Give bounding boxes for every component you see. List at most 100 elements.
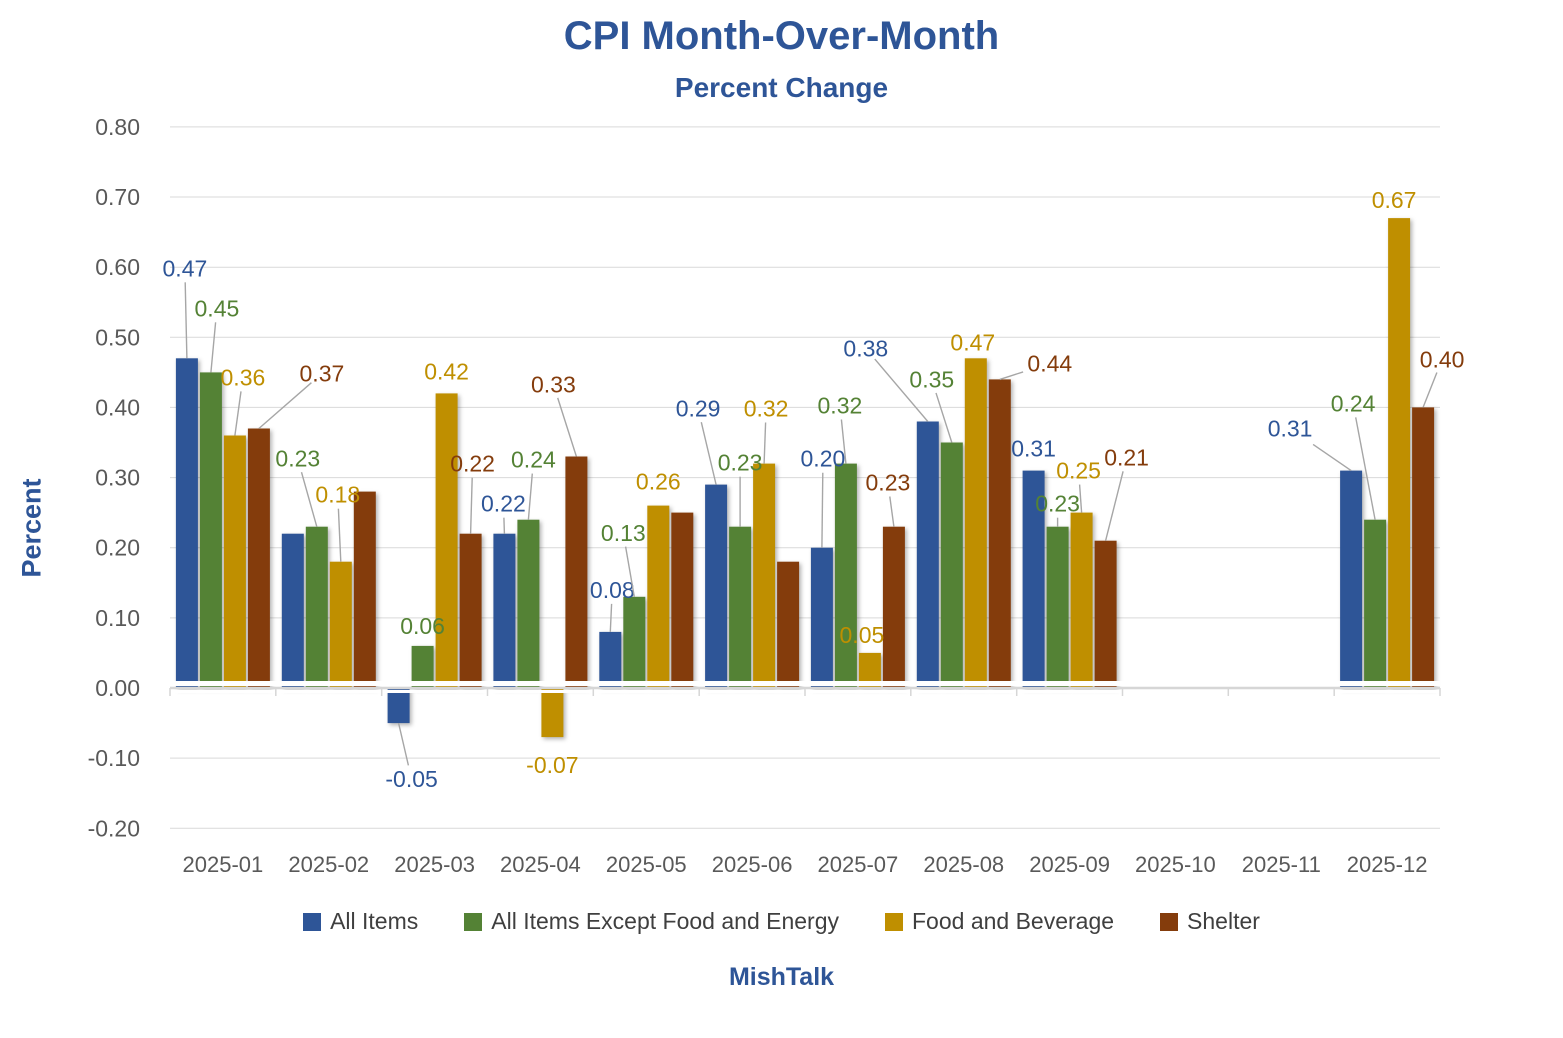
y-tick-label-0.30: 0.30 xyxy=(95,465,140,491)
data-label-food-and-beverage-2025-12: 0.67 xyxy=(1372,187,1417,213)
label-leader-line xyxy=(999,371,1024,381)
bar-all-items-2025-03 xyxy=(387,688,410,724)
label-leader-line xyxy=(469,477,473,534)
data-label-all-items-2025-03: -0.05 xyxy=(385,766,437,792)
bar-all-items-2025-12 xyxy=(1340,470,1363,688)
data-label-all-items-2025-04: 0.22 xyxy=(481,491,526,517)
label-leader-line xyxy=(234,391,242,436)
data-label-all-items-2025-12: 0.31 xyxy=(1268,416,1313,442)
y-tick-label-0.60: 0.60 xyxy=(95,254,140,280)
data-label-all-items-2025-07: 0.20 xyxy=(801,446,846,472)
bar-all-items-except-food-and-energy-2025-09 xyxy=(1046,526,1069,688)
legend-swatch-food-and-beverage xyxy=(885,912,903,931)
bar-food-and-beverage-2025-04 xyxy=(541,688,564,738)
bar-all-items-2025-02 xyxy=(281,533,304,688)
bar-shelter-2025-07 xyxy=(882,526,905,688)
data-label-food-and-beverage-2025-06: 0.32 xyxy=(744,396,789,422)
label-leader-line xyxy=(1312,443,1352,472)
legend: All Items All Items Except Food and Energ… xyxy=(0,908,1563,935)
label-leader-line xyxy=(527,473,533,520)
x-tick-label-2025-12: 2025-12 xyxy=(1347,852,1428,877)
legend-label-all-items: All Items xyxy=(330,908,419,934)
bar-shelter-2025-05 xyxy=(671,512,694,688)
y-tick-label--0.10: -0.10 xyxy=(88,745,140,771)
legend-swatch-all-items xyxy=(303,912,322,931)
bar-all-items-2025-08 xyxy=(916,421,939,688)
label-leader-line xyxy=(184,282,188,359)
x-tick-label-2025-03: 2025-03 xyxy=(394,852,475,877)
bar-food-and-beverage-2025-07 xyxy=(858,652,881,688)
data-label-all-items-except-food-and-energy-2025-02: 0.23 xyxy=(275,446,320,472)
label-leader-line xyxy=(1422,372,1438,408)
bar-all-items-except-food-and-energy-2025-12 xyxy=(1364,519,1387,688)
data-label-shelter-2025-08: 0.44 xyxy=(1027,350,1072,376)
data-label-shelter-2025-04: 0.33 xyxy=(531,372,576,398)
bar-shelter-2025-02 xyxy=(353,491,376,688)
bar-shelter-2025-12 xyxy=(1412,407,1435,688)
data-label-shelter-2025-12: 0.40 xyxy=(1420,346,1465,372)
label-leader-line xyxy=(1355,417,1376,520)
bar-shelter-2025-01 xyxy=(247,428,270,688)
data-label-all-items-except-food-and-energy-2025-06: 0.23 xyxy=(718,450,763,476)
label-leader-line xyxy=(624,546,635,597)
label-leader-line xyxy=(337,508,342,562)
bar-all-items-except-food-and-energy-2025-03 xyxy=(411,645,434,688)
bar-all-items-except-food-and-energy-2025-05 xyxy=(623,596,646,688)
data-label-all-items-2025-01: 0.47 xyxy=(163,255,208,281)
bar-all-items-2025-09 xyxy=(1022,470,1045,688)
bar-all-items-2025-01 xyxy=(175,358,198,688)
legend-label-shelter: Shelter xyxy=(1187,908,1260,934)
x-tick-label-2025-05: 2025-05 xyxy=(606,852,687,877)
label-leader-line xyxy=(840,419,847,464)
y-tick-label--0.20: -0.20 xyxy=(88,815,140,841)
x-tick-label-2025-06: 2025-06 xyxy=(712,852,793,877)
x-tick-label-2025-04: 2025-04 xyxy=(500,852,581,877)
data-label-food-and-beverage-2025-08: 0.47 xyxy=(950,329,995,355)
data-label-food-and-beverage-2025-05: 0.26 xyxy=(636,469,681,495)
bar-all-items-except-food-and-energy-2025-08 xyxy=(940,442,963,688)
bar-food-and-beverage-2025-01 xyxy=(223,435,246,688)
data-label-all-items-2025-08: 0.38 xyxy=(843,336,888,362)
y-tick-label-0.20: 0.20 xyxy=(95,535,140,561)
data-label-food-and-beverage-2025-01: 0.36 xyxy=(221,365,266,391)
bar-food-and-beverage-2025-09 xyxy=(1070,512,1093,688)
data-label-food-and-beverage-2025-07: 0.05 xyxy=(840,622,885,648)
x-tick-label-2025-11: 2025-11 xyxy=(1242,852,1321,877)
x-tick-label-2025-08: 2025-08 xyxy=(923,852,1004,877)
legend-swatch-all-items-except-food-and-energy xyxy=(464,912,483,931)
y-tick-label-0.70: 0.70 xyxy=(95,184,140,210)
x-tick-label-2025-02: 2025-02 xyxy=(288,852,369,877)
y-tick-label-0.80: 0.80 xyxy=(95,114,140,140)
data-label-shelter-2025-07: 0.23 xyxy=(866,470,911,496)
bar-all-items-except-food-and-energy-2025-04 xyxy=(517,519,540,688)
x-tick-label-2025-09: 2025-09 xyxy=(1029,852,1110,877)
bar-all-items-except-food-and-energy-2025-01 xyxy=(199,372,222,688)
label-leader-line xyxy=(258,382,312,430)
label-leader-line xyxy=(821,472,824,548)
label-leader-line xyxy=(700,422,717,485)
label-leader-line xyxy=(935,392,953,443)
legend-swatch-shelter xyxy=(1160,912,1179,931)
data-label-shelter-2025-03: 0.22 xyxy=(450,451,495,477)
bar-all-items-2025-07 xyxy=(810,547,833,688)
bar-all-items-2025-05 xyxy=(599,631,622,688)
data-label-all-items-except-food-and-energy-2025-07: 0.32 xyxy=(818,393,863,419)
bar-food-and-beverage-2025-08 xyxy=(964,358,987,688)
bar-food-and-beverage-2025-06 xyxy=(753,463,776,688)
bar-food-and-beverage-2025-03 xyxy=(435,393,458,688)
x-tick-label-2025-07: 2025-07 xyxy=(818,852,899,877)
data-label-food-and-beverage-2025-03: 0.42 xyxy=(424,358,469,384)
data-label-all-items-except-food-and-energy-2025-08: 0.35 xyxy=(909,367,954,393)
bar-all-items-except-food-and-energy-2025-07 xyxy=(834,463,857,688)
legend-label-food-and-beverage: Food and Beverage xyxy=(912,908,1115,934)
bar-shelter-2025-06 xyxy=(777,561,800,688)
footer-brand: MishTalk xyxy=(728,963,835,991)
y-tick-label-0.10: 0.10 xyxy=(95,605,140,631)
legend-item-shelter: Shelter xyxy=(1160,908,1260,935)
data-label-shelter-2025-09: 0.21 xyxy=(1104,445,1149,471)
bar-food-and-beverage-2025-12 xyxy=(1388,218,1411,688)
chart-title: CPI Month-Over-Month xyxy=(563,14,1000,58)
bar-all-items-2025-06 xyxy=(705,484,728,688)
axis-gap-band-top xyxy=(170,681,1440,686)
